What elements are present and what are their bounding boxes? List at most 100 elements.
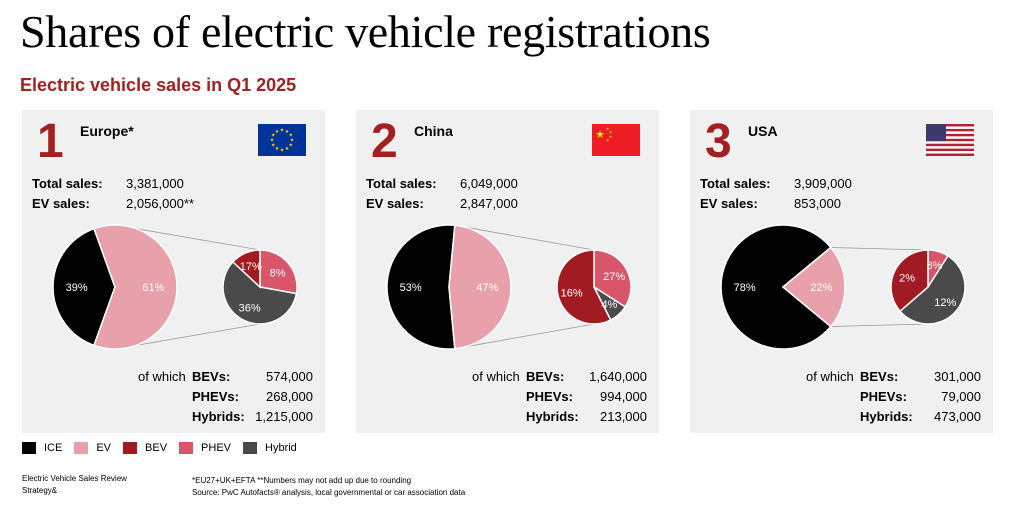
hybrids-value: 213,000 (600, 409, 647, 424)
total-sales-label: Total sales: (700, 176, 771, 191)
total-sales-value: 3,381,000 (126, 176, 184, 191)
pie-slice-ev (448, 224, 512, 350)
breakdown-label-hybrid: 36% (239, 303, 261, 315)
connector-line (830, 323, 929, 327)
pie-slice-ev (781, 246, 846, 328)
hybrids-value: 473,000 (934, 409, 981, 424)
ev-sales-label: EV sales: (32, 196, 90, 211)
ev-sales-value: 2,847,000 (460, 196, 518, 211)
footer-source: Source: PwC Autofacts® analysis, local g… (192, 488, 466, 497)
breakdown-slice-phev (259, 249, 298, 295)
hybrids-label: Hybrids: (192, 409, 245, 424)
bevs-label: BEVs: (192, 369, 231, 384)
eu-flag-icon: ★ ★★★ ★★★★ ★★★★ (258, 124, 306, 156)
svg-text:★: ★ (285, 129, 290, 135)
panel-usa: 3 USA Total sales: 3,909,000 EV sales: 8… (690, 110, 993, 433)
pie-slice-ice (386, 224, 456, 350)
svg-text:★: ★ (271, 133, 276, 139)
usa-flag-icon (926, 124, 974, 156)
pie-slice-ice (52, 227, 116, 347)
breakdown-slice-bev (556, 249, 612, 325)
legend-label: ICE (44, 442, 63, 454)
pie-label-ice: 39% (66, 282, 88, 294)
pie-charts-china: 53% 47% 27% 4% 16% (386, 224, 632, 350)
phevs-label: PHEVs: (192, 389, 239, 404)
pie-label-ice: 53% (400, 282, 422, 294)
breakdown-slice-bev (231, 249, 261, 289)
ev-sales-label: EV sales: (700, 196, 758, 211)
svg-text:★: ★ (280, 128, 285, 134)
total-sales-label: Total sales: (366, 176, 437, 191)
phevs-value: 79,000 (941, 389, 981, 404)
region-name: USA (748, 123, 778, 139)
pie-label-ev: 22% (810, 282, 832, 294)
footer-notes: *EU27+UK+EFTA **Numbers may not add up d… (192, 475, 465, 499)
of-which-label: of which (138, 369, 186, 384)
region-name: China (414, 123, 453, 139)
breakdown-slice-hybrid (222, 260, 298, 325)
legend-swatch (179, 442, 194, 454)
svg-text:★: ★ (606, 126, 610, 131)
total-sales-value: 3,909,000 (794, 176, 852, 191)
pie-slice-ice (720, 224, 832, 350)
footer-source-block: Electric Vehicle Sales Review Strategy& (22, 473, 127, 497)
svg-text:★: ★ (270, 138, 275, 144)
breakdown-label-phev: 8% (927, 260, 943, 272)
total-sales-value: 6,049,000 (460, 176, 518, 191)
breakdown-slice-hybrid (898, 254, 966, 325)
phevs-label: PHEVs: (526, 389, 573, 404)
ev-sales-value: 853,000 (794, 196, 841, 211)
legend-label: BEV (145, 442, 168, 454)
legend-swatch (123, 442, 138, 454)
footer-brand: Strategy& (22, 486, 58, 495)
breakdown-label-bev: 16% (561, 287, 583, 299)
pie-label-ev: 47% (476, 282, 498, 294)
legend-item-phev: PHEV (179, 442, 231, 454)
bevs-label: BEVs: (526, 369, 565, 384)
rank-number: 1 (37, 115, 64, 168)
ev-sales-label: EV sales: (366, 196, 424, 211)
breakdown-label-hybrid: 12% (934, 297, 956, 309)
rank-number: 3 (705, 115, 732, 168)
legend: ICE EV BEV PHEV Hybrid (22, 441, 309, 455)
svg-text:★: ★ (606, 138, 610, 143)
svg-text:★: ★ (609, 134, 613, 139)
breakdown-label-phev: 8% (270, 267, 286, 279)
region-name: Europe* (80, 123, 134, 139)
legend-label: Hybrid (265, 442, 297, 454)
breakdown-label-hybrid: 4% (601, 299, 617, 311)
svg-text:★: ★ (609, 130, 613, 135)
bevs-value: 1,640,000 (589, 369, 647, 384)
pie-charts-europe: 39% 61% 8% 36% 17% (52, 224, 298, 350)
legend-label: PHEV (201, 442, 232, 454)
phevs-label: PHEVs: (860, 389, 907, 404)
connector-line (830, 247, 929, 251)
panel-europe: 1 Europe* ★ ★ ★ ★ ★ ★ ★ ★ ★ ★ ★ ★ Total sales: 3,… (22, 110, 325, 433)
china-flag-icon: ★ ★ ★ ★ ★ (592, 124, 640, 156)
svg-text:★: ★ (275, 146, 280, 152)
hybrids-label: Hybrids: (860, 409, 913, 424)
legend-item-hybrid: Hybrid (243, 442, 297, 454)
svg-text:★: ★ (285, 146, 290, 152)
legend-swatch (22, 442, 36, 454)
breakdown-label-bev: 17% (240, 261, 262, 273)
legend-item-ev: EV (74, 442, 111, 454)
bevs-value: 301,000 (934, 369, 981, 384)
svg-text:★: ★ (271, 143, 276, 149)
connector-line (454, 323, 595, 350)
ev-sales-value: 2,056,000** (126, 196, 194, 211)
legend-label: EV (96, 442, 112, 454)
phevs-value: 268,000 (266, 389, 313, 404)
page-subtitle: Electric vehicle sales in Q1 2025 (20, 75, 297, 95)
breakdown-label-phev: 27% (603, 271, 625, 283)
legend-item-bev: BEV (123, 442, 167, 454)
bevs-value: 574,000 (266, 369, 313, 384)
footer-report-name: Electric Vehicle Sales Review (22, 474, 127, 483)
bevs-label: BEVs: (860, 369, 899, 384)
footer-note: *EU27+UK+EFTA **Numbers may not add up d… (192, 476, 412, 485)
svg-text:★: ★ (280, 148, 285, 154)
svg-text:★: ★ (275, 129, 280, 135)
phevs-value: 994,000 (600, 389, 647, 404)
svg-text:★: ★ (288, 133, 293, 139)
hybrids-label: Hybrids: (526, 409, 579, 424)
